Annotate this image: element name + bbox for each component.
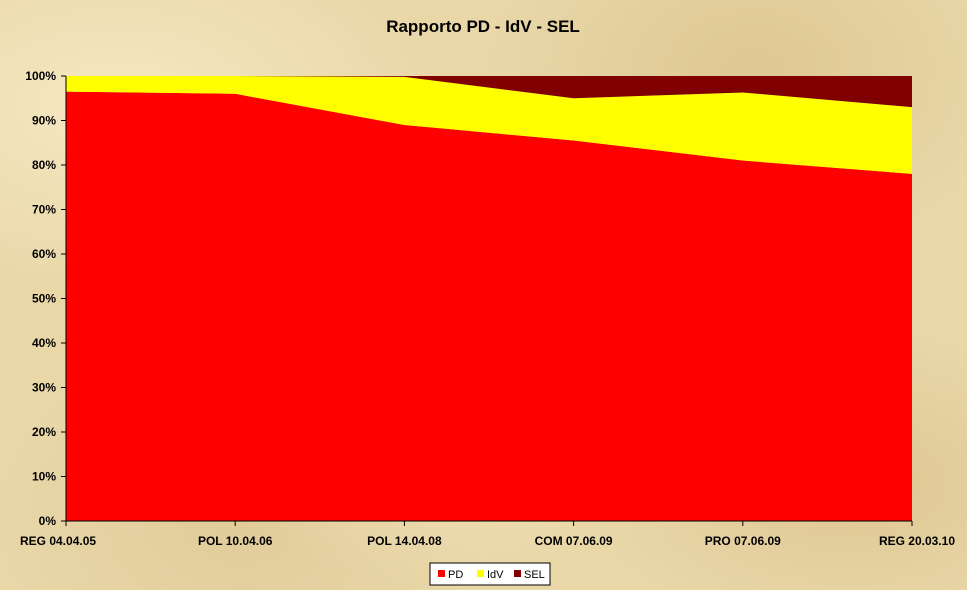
legend-box — [429, 562, 551, 586]
y-tick-label: 0% — [39, 514, 57, 528]
x-tick-label: PRO 07.06.09 — [705, 534, 781, 548]
x-tick-label: REG 20.03.10 — [879, 534, 955, 548]
y-tick-label: 30% — [32, 381, 56, 395]
x-tick-label: REG 04.04.05 — [20, 534, 96, 548]
y-tick-label: 60% — [32, 247, 56, 261]
y-tick-label: 10% — [32, 470, 56, 484]
x-tick-label: POL 14.04.08 — [367, 534, 442, 548]
areas-layer — [66, 76, 912, 521]
y-tick-label: 80% — [32, 158, 56, 172]
y-tick-label: 20% — [32, 425, 56, 439]
y-tick-label: 50% — [32, 292, 56, 306]
y-tick-label: 90% — [32, 114, 56, 128]
area-series-sel — [66, 76, 912, 108]
area-series-pd — [66, 91, 912, 521]
chart-title: Rapporto PD - IdV - SEL — [386, 17, 580, 36]
area-series-idv — [66, 76, 912, 174]
legend-label-idv: IdV — [487, 569, 504, 581]
legend-swatch-sel — [514, 570, 521, 577]
x-tick-label: COM 07.06.09 — [535, 534, 613, 548]
legend-swatch-pd — [438, 570, 445, 577]
axes-layer: 0% 10% 20% 30% 40% 50% 60% 70% 80% 90% 100% REG 04.… — [20, 69, 955, 548]
y-tick-label: 70% — [32, 203, 56, 217]
y-tick-label: 40% — [32, 336, 56, 350]
x-tick-label: POL 10.04.06 — [198, 534, 273, 548]
y-tick-label: 100% — [25, 69, 56, 83]
legend-label-sel: SEL — [524, 569, 545, 581]
legend-swatch-idv — [477, 570, 484, 577]
legend: PD IdV SEL — [429, 562, 551, 586]
legend-label-pd: PD — [448, 569, 463, 581]
